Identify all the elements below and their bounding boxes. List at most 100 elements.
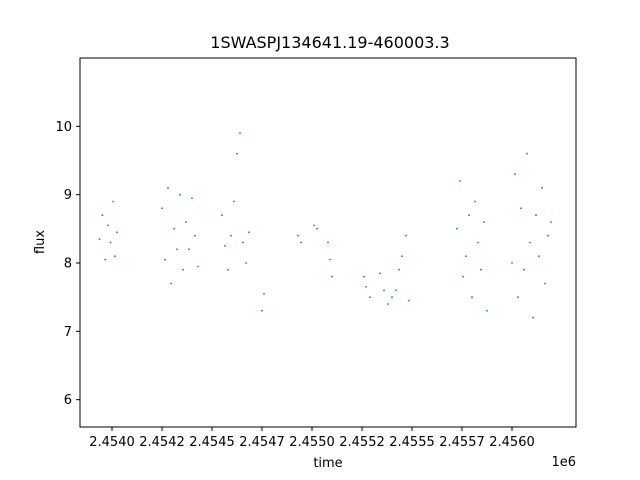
data-point: [316, 227, 318, 230]
data-point: [236, 152, 238, 155]
x-tick-label: 2.4550: [289, 435, 335, 450]
data-point: [173, 227, 175, 230]
chart-title: 1SWASPJ134641.19-460003.3: [210, 33, 449, 52]
data-point: [224, 245, 226, 247]
data-point: [405, 234, 407, 237]
data-point: [468, 214, 470, 217]
data-point: [239, 132, 241, 135]
data-point: [477, 241, 479, 244]
x-axis-offset-label: 1e6: [551, 455, 576, 470]
data-point: [230, 234, 232, 237]
data-point: [483, 221, 485, 223]
data-point: [456, 227, 458, 230]
y-axis: 6 7 8 9 10: [55, 120, 80, 408]
data-point: [535, 214, 537, 217]
data-point: [395, 289, 397, 292]
data-point: [526, 152, 528, 155]
data-point: [98, 238, 101, 241]
data-point: [248, 231, 250, 234]
data-point: [242, 241, 244, 244]
x-tick-label: 2.4545: [189, 435, 235, 450]
x-tick-label: 2.4547: [239, 435, 285, 450]
data-point: [529, 241, 531, 244]
data-point: [182, 268, 184, 271]
data-point: [194, 234, 196, 237]
data-point: [538, 255, 540, 258]
data-point: [517, 296, 519, 299]
data-point: [176, 248, 178, 251]
data-point: [114, 255, 116, 258]
data-point: [227, 268, 229, 271]
data-point: [263, 292, 265, 295]
data-point: [511, 262, 513, 264]
y-tick-label: 9: [64, 188, 72, 203]
data-point: [547, 234, 549, 237]
data-point: [197, 265, 199, 268]
data-point: [523, 268, 525, 271]
data-point: [313, 224, 315, 227]
data-point: [387, 303, 389, 305]
data-point: [261, 309, 263, 312]
data-point: [104, 258, 107, 261]
x-tick-label: 2.4540: [89, 435, 135, 450]
data-point: [331, 275, 333, 278]
data-points: [98, 132, 552, 319]
data-point: [101, 214, 104, 217]
data-point: [191, 197, 193, 200]
plot-frame: [79, 57, 577, 428]
data-point: [179, 193, 181, 196]
data-point: [185, 221, 187, 223]
data-point: [471, 296, 473, 299]
x-tick-label: 2.4555: [389, 435, 435, 450]
y-tick-label: 8: [64, 257, 72, 272]
data-point: [474, 200, 476, 203]
data-point: [161, 207, 163, 210]
y-tick-label: 6: [64, 393, 72, 408]
data-point: [116, 231, 118, 234]
data-point: [109, 241, 112, 244]
data-point: [164, 258, 166, 261]
data-point: [550, 221, 552, 223]
data-point: [107, 224, 109, 227]
data-point: [233, 200, 235, 203]
data-point: [520, 207, 522, 210]
data-point: [245, 262, 247, 264]
data-point: [112, 200, 115, 203]
data-point: [363, 275, 365, 278]
data-point: [514, 173, 516, 176]
data-point: [532, 316, 534, 319]
data-point: [170, 282, 172, 285]
data-point: [379, 272, 381, 275]
data-point: [300, 241, 302, 244]
data-point: [544, 282, 546, 285]
x-tick-label: 2.4552: [339, 435, 385, 450]
data-point: [167, 186, 169, 189]
data-point: [391, 296, 393, 299]
x-axis-label: time: [313, 456, 342, 471]
x-tick-label: 2.4557: [439, 435, 485, 450]
data-point: [369, 296, 371, 299]
y-tick-label: 10: [55, 120, 72, 135]
data-point: [459, 180, 461, 182]
data-point: [408, 299, 410, 302]
x-axis: 2.4540 2.4542 2.4545 2.4547 2.4550 2.4552 2.45…: [89, 427, 535, 450]
data-point: [398, 268, 400, 271]
data-point: [329, 258, 331, 261]
data-point: [465, 255, 467, 258]
data-point: [541, 186, 543, 189]
data-point: [297, 234, 299, 237]
y-axis-label: flux: [33, 230, 48, 254]
data-point: [401, 255, 403, 258]
data-point: [383, 289, 385, 292]
data-point: [486, 309, 488, 312]
y-tick-label: 7: [64, 325, 72, 340]
data-point: [327, 241, 329, 244]
x-tick-label: 2.4542: [139, 435, 185, 450]
data-point: [462, 275, 464, 278]
data-point: [221, 214, 223, 217]
data-point: [188, 248, 190, 251]
data-point: [365, 286, 367, 288]
x-tick-label: 2.4560: [489, 435, 535, 450]
